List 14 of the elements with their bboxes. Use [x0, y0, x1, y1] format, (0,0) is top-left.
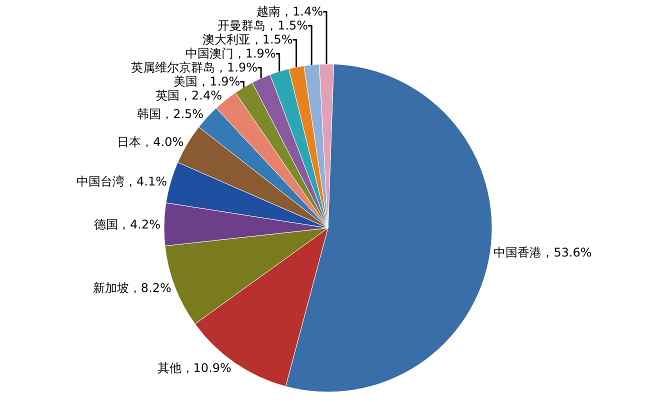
slice-label: 德国，4.2%	[94, 217, 161, 232]
slice-label: 中国澳门，1.9%	[185, 46, 276, 61]
slice-label: 新加坡，8.2%	[92, 280, 172, 295]
slice-label: 韩国，2.5%	[137, 107, 204, 122]
slice-label: 开曼群岛，1.5%	[218, 18, 308, 33]
slice-label: 英国，2.4%	[156, 88, 222, 103]
slice-label: 越南，1.4%	[256, 4, 324, 19]
slice-label: 中国香港，53.6%	[494, 245, 592, 260]
slice-label: 美国，1.9%	[174, 74, 240, 89]
slice-label: 英属维尔京群岛，1.9%	[131, 60, 258, 75]
slice-label: 澳大利亚，1.5%	[202, 32, 293, 47]
slice-label: 中国台湾，4.1%	[76, 174, 168, 189]
slice-label: 其他，10.9%	[157, 360, 232, 375]
slice-label: 日本，4.0%	[117, 135, 184, 150]
